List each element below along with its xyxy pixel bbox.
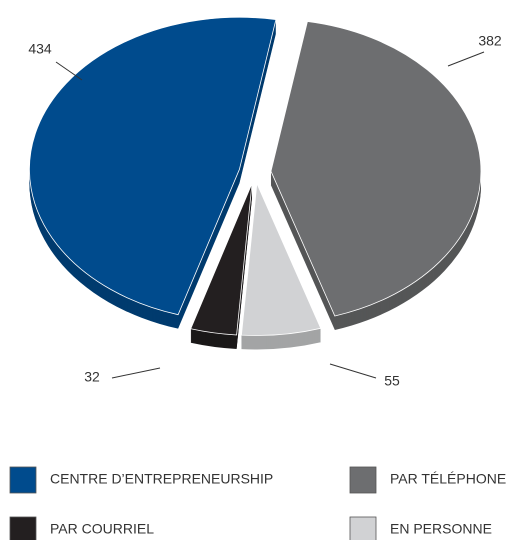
legend-swatch xyxy=(349,466,377,494)
data-label: 55 xyxy=(384,373,400,389)
legend-label: CENTRE D’ENTREPRENEURSHIP xyxy=(50,471,273,487)
slice xyxy=(240,181,322,336)
data-label: 32 xyxy=(84,369,100,385)
slice xyxy=(190,183,253,336)
legend-label: PAR TÉLÉPHONE xyxy=(390,471,506,487)
slice xyxy=(29,16,277,316)
legend-label: PAR COURRIEL xyxy=(50,521,154,537)
slice xyxy=(270,21,482,317)
legend-swatch xyxy=(9,516,37,540)
legend-label: EN PERSONNE xyxy=(390,521,492,537)
leader-line xyxy=(329,363,377,379)
leader-line xyxy=(55,61,83,81)
legend-swatch xyxy=(9,466,37,494)
legend-swatch xyxy=(349,516,377,540)
leader-line xyxy=(447,51,485,67)
data-label: 382 xyxy=(478,33,502,49)
data-label: 434 xyxy=(28,41,52,57)
leader-line xyxy=(111,367,161,379)
